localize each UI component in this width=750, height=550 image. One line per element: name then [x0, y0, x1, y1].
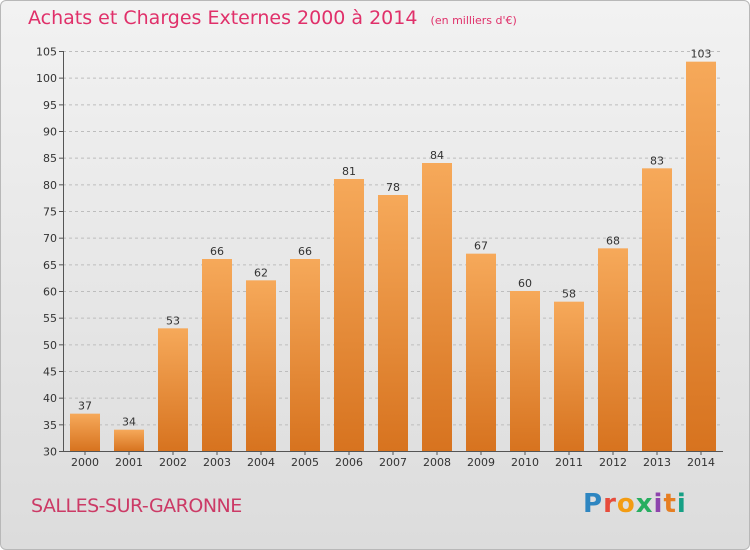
- x-tick-label: 2004: [247, 456, 275, 469]
- bar-2009: [466, 253, 496, 451]
- y-tick-label: 75: [43, 206, 57, 219]
- bar-2012: [598, 248, 628, 451]
- x-tick-label: 2002: [159, 456, 187, 469]
- bar-2005: [290, 259, 320, 451]
- x-tick-label: 2009: [467, 456, 495, 469]
- x-tick-label: 2006: [335, 456, 363, 469]
- data-label: 67: [474, 240, 488, 253]
- x-tick-label: 2010: [511, 456, 539, 469]
- x-tick-label: 2005: [291, 456, 319, 469]
- x-tick-label: 2013: [643, 456, 671, 469]
- y-tick-label: 70: [43, 232, 57, 245]
- bar-2011: [554, 301, 584, 451]
- x-tick-label: 2014: [687, 456, 715, 469]
- y-tick-label: 90: [43, 126, 57, 139]
- y-tick-label: 50: [43, 339, 57, 352]
- bar-2007: [378, 195, 408, 451]
- data-label: 58: [562, 288, 576, 301]
- y-tick-label: 60: [43, 286, 57, 299]
- y-tick-label: 40: [43, 392, 57, 405]
- data-label: 68: [606, 234, 620, 247]
- data-label: 53: [166, 314, 180, 327]
- x-tick-label: 2007: [379, 456, 407, 469]
- x-tick-label: 2011: [555, 456, 583, 469]
- chart-title: Achats et Charges Externes 2000 à 2014 (…: [28, 7, 517, 29]
- y-tick-label: 35: [43, 419, 57, 432]
- data-label: 81: [342, 165, 356, 178]
- bar-2013: [642, 168, 672, 452]
- data-label: 103: [691, 48, 712, 61]
- x-tick-label: 2012: [599, 456, 627, 469]
- bar-2000: [70, 413, 100, 451]
- y-tick-label: 95: [43, 99, 57, 112]
- data-label: 66: [210, 245, 224, 258]
- bar-2001: [114, 429, 144, 451]
- y-tick-label: 85: [43, 152, 57, 165]
- bar-2003: [202, 259, 232, 451]
- proxiti-logo: Proxiti: [583, 489, 687, 519]
- y-tick-label: 55: [43, 312, 57, 325]
- y-tick-label: 30: [43, 446, 57, 459]
- x-tick-label: 2003: [203, 456, 231, 469]
- y-tick-label: 100: [36, 72, 57, 85]
- y-tick-label: 105: [36, 46, 57, 59]
- bar-2008: [422, 163, 452, 451]
- bar-2006: [334, 179, 364, 451]
- data-label: 66: [298, 245, 312, 258]
- y-tick-label: 45: [43, 366, 57, 379]
- y-tick-label: 80: [43, 179, 57, 192]
- x-tick-label: 2008: [423, 456, 451, 469]
- data-label: 37: [78, 400, 92, 413]
- data-label: 34: [122, 416, 136, 429]
- bar-2002: [158, 328, 188, 451]
- commune-name: SALLES-SUR-GARONNE: [31, 495, 242, 517]
- bar-2010: [510, 291, 540, 451]
- data-label: 84: [430, 149, 444, 162]
- title-unit: (en milliers d'€): [430, 14, 517, 27]
- x-tick-label: 2000: [71, 456, 99, 469]
- data-label: 83: [650, 154, 664, 167]
- title-text: Achats et Charges Externes 2000 à 2014: [28, 7, 418, 29]
- data-label: 60: [518, 277, 532, 290]
- bar-2014: [686, 61, 716, 452]
- data-label: 62: [254, 266, 268, 279]
- x-tick-label: 2001: [115, 456, 143, 469]
- bar-2004: [246, 280, 276, 451]
- data-label: 78: [386, 181, 400, 194]
- y-tick-label: 65: [43, 259, 57, 272]
